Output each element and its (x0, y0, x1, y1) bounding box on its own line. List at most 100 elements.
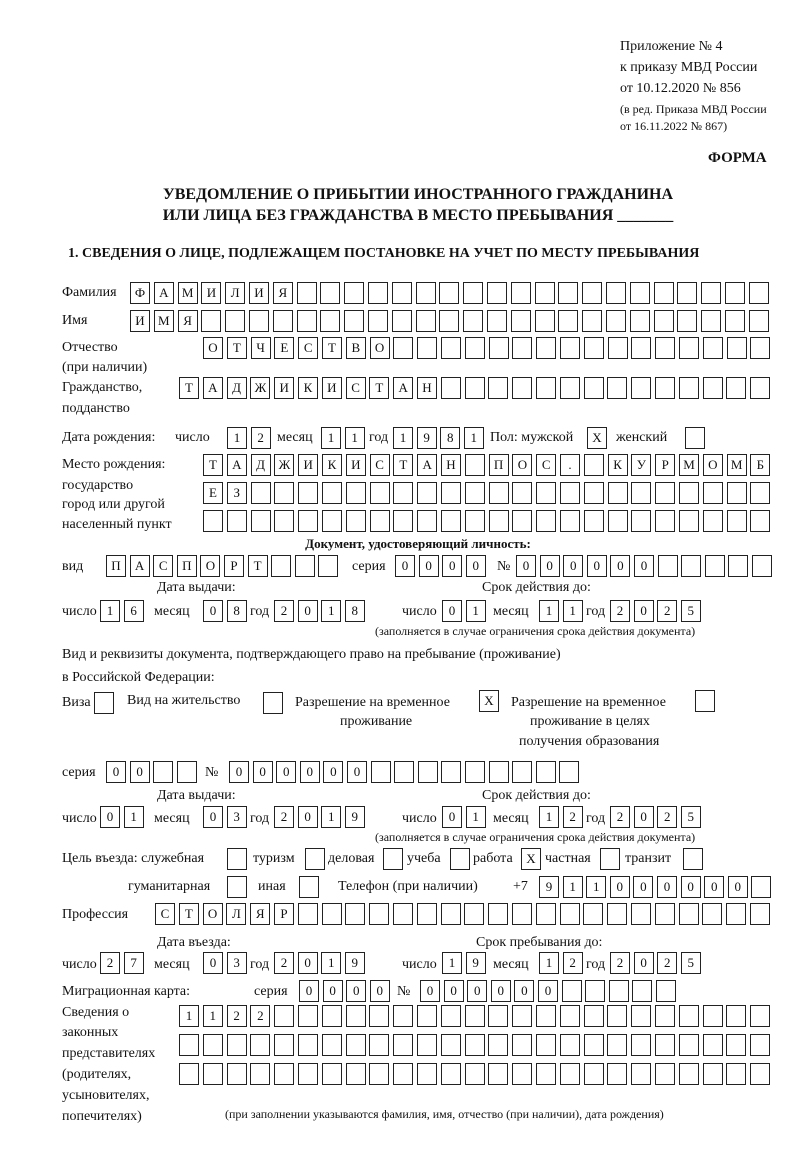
char-box[interactable] (750, 510, 771, 532)
char-box[interactable] (417, 510, 438, 532)
char-box[interactable] (439, 282, 460, 304)
char-box[interactable] (702, 1034, 723, 1056)
char-box[interactable] (345, 1005, 366, 1027)
sex-female-checkbox[interactable] (685, 427, 709, 449)
char-box[interactable]: 0 (297, 952, 318, 974)
char-box[interactable] (607, 1005, 628, 1027)
char-box[interactable]: Ч (250, 337, 271, 359)
char-box[interactable] (250, 510, 271, 532)
char-box[interactable] (726, 337, 747, 359)
char-box[interactable] (560, 510, 580, 532)
char-box[interactable] (679, 482, 699, 504)
char-box[interactable] (369, 1005, 390, 1027)
char-box[interactable] (606, 282, 626, 304)
char-box[interactable] (559, 761, 580, 783)
char-box[interactable] (369, 1034, 390, 1056)
char-box[interactable]: 2 (250, 427, 271, 449)
char-box[interactable] (631, 377, 652, 399)
char-box[interactable]: 3 (226, 806, 247, 828)
char-box[interactable] (750, 482, 771, 504)
char-box[interactable] (512, 510, 533, 532)
char-box[interactable] (678, 377, 699, 399)
char-box[interactable] (748, 282, 769, 304)
char-box[interactable] (607, 337, 628, 359)
char-box[interactable] (488, 377, 509, 399)
char-box[interactable] (322, 510, 342, 532)
char-box[interactable]: 1 (227, 427, 247, 449)
char-box[interactable] (631, 510, 652, 532)
char-box[interactable]: 0 (539, 555, 560, 577)
char-box[interactable] (298, 1034, 318, 1056)
char-box[interactable]: 2 (274, 952, 294, 974)
char-box[interactable]: 0 (418, 555, 439, 577)
char-box[interactable]: 0 (299, 761, 320, 783)
char-box[interactable]: 9 (416, 427, 437, 449)
char-box[interactable] (226, 1034, 247, 1056)
char-box[interactable] (464, 1034, 485, 1056)
char-box[interactable] (655, 377, 675, 399)
char-box[interactable] (678, 1005, 699, 1027)
char-box[interactable] (631, 482, 652, 504)
char-box[interactable] (678, 903, 699, 925)
char-box[interactable]: Н (417, 377, 437, 399)
char-box[interactable] (536, 377, 556, 399)
char-box[interactable]: 1 (442, 952, 462, 974)
char-box[interactable] (559, 377, 580, 399)
char-box[interactable]: 0 (727, 876, 748, 898)
char-box[interactable]: 0 (657, 876, 677, 898)
char-box[interactable] (296, 282, 317, 304)
char-box[interactable] (440, 903, 461, 925)
char-box[interactable] (153, 761, 174, 783)
char-box[interactable] (393, 337, 414, 359)
char-box[interactable] (383, 848, 403, 870)
char-box[interactable] (488, 337, 509, 359)
char-box[interactable] (464, 377, 485, 399)
char-box[interactable] (298, 1063, 318, 1085)
char-box[interactable] (345, 482, 366, 504)
char-box[interactable] (274, 1005, 295, 1027)
char-box[interactable] (607, 482, 628, 504)
char-box[interactable] (369, 510, 390, 532)
char-box[interactable]: С (153, 555, 174, 577)
char-box[interactable]: 0 (633, 876, 654, 898)
char-box[interactable] (344, 310, 365, 332)
char-box[interactable] (559, 903, 580, 925)
char-box[interactable] (440, 1034, 461, 1056)
char-box[interactable]: X (587, 427, 607, 449)
char-box[interactable]: 2 (657, 952, 678, 974)
char-box[interactable] (393, 1063, 414, 1085)
char-box[interactable] (296, 310, 317, 332)
char-box[interactable]: Т (369, 377, 390, 399)
purpose-other-checkbox[interactable] (299, 876, 323, 898)
char-box[interactable] (583, 1063, 604, 1085)
char-box[interactable] (368, 310, 388, 332)
char-box[interactable] (510, 310, 531, 332)
char-box[interactable] (536, 510, 557, 532)
char-box[interactable]: 1 (539, 952, 559, 974)
char-box[interactable]: П (176, 555, 197, 577)
char-box[interactable] (750, 903, 770, 925)
char-box[interactable] (274, 510, 295, 532)
char-box[interactable] (681, 555, 702, 577)
char-box[interactable]: Р (274, 903, 294, 925)
char-box[interactable] (298, 510, 319, 532)
char-box[interactable] (250, 1034, 271, 1056)
char-box[interactable]: 1 (202, 1005, 223, 1027)
char-box[interactable] (440, 377, 461, 399)
char-box[interactable]: З (226, 482, 247, 504)
char-box[interactable]: 9 (344, 952, 365, 974)
char-box[interactable] (583, 337, 604, 359)
char-box[interactable] (202, 1034, 223, 1056)
char-box[interactable]: П (106, 555, 126, 577)
char-box[interactable] (417, 1005, 437, 1027)
char-box[interactable]: 0 (100, 806, 120, 828)
char-box[interactable] (415, 282, 436, 304)
char-box[interactable] (560, 482, 580, 504)
